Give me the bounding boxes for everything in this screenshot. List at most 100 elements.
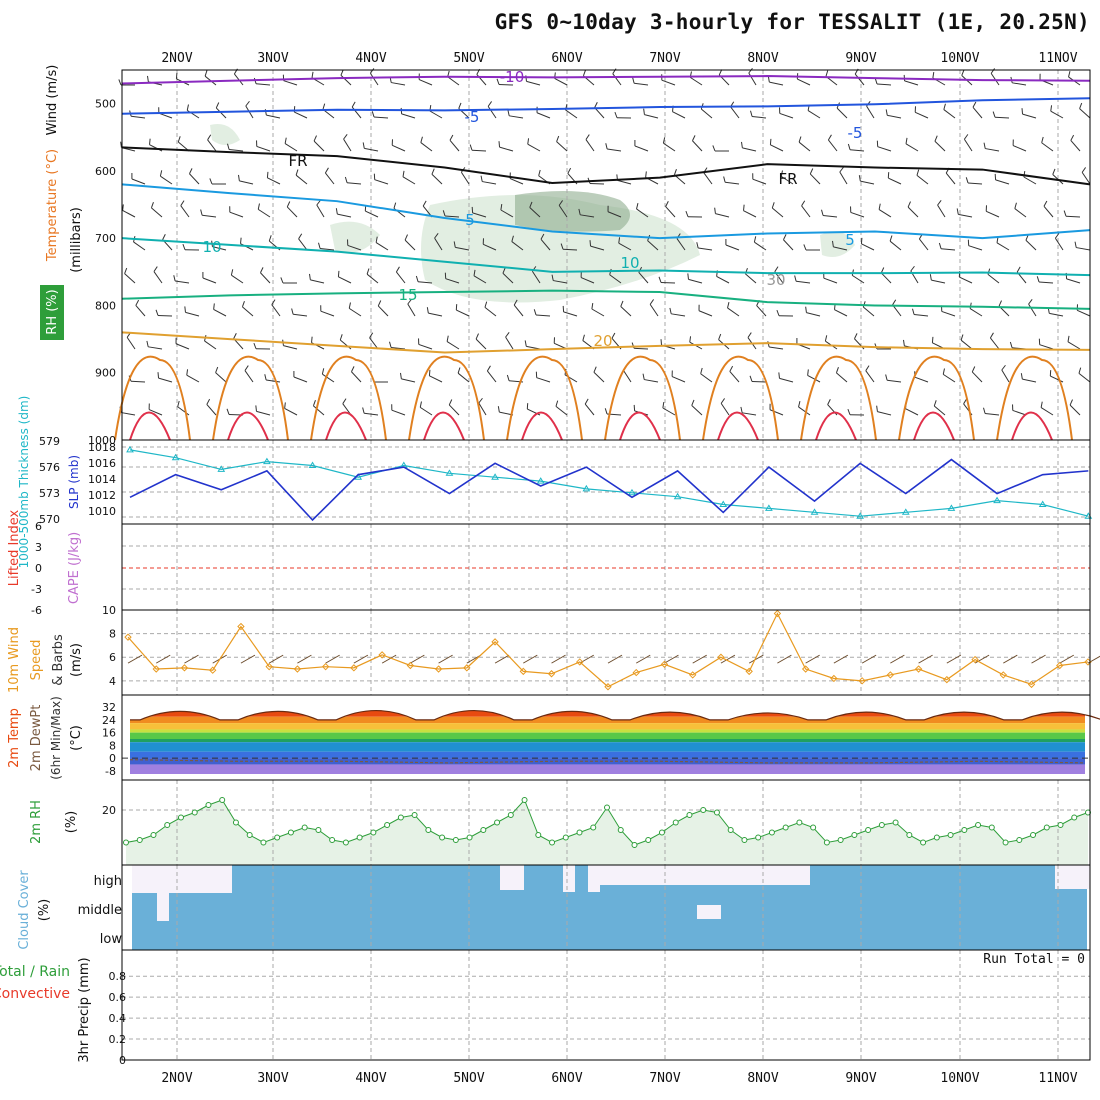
rh-marker [837,837,844,843]
wind-barb-flag [207,134,212,141]
wind10-tick-label: 10 [102,604,116,617]
wind-barb-flag [469,144,473,151]
temp-band [130,723,1085,730]
isotherm-label: FR [288,152,307,170]
wind-barb [242,306,254,317]
wind-barb-flag [611,332,616,339]
wind10-marker [943,675,951,684]
wind-barb [404,239,416,251]
wind-barb-flag [377,300,382,307]
wind-barb [231,274,244,284]
date-label-bottom: 4NOV [355,1071,386,1086]
pressure-tick-label: 1000 [88,434,116,447]
wind10-barb [635,654,651,664]
rh-shading [820,231,855,258]
isotherm-label: 5 [845,231,855,249]
wind-barb [340,74,352,86]
wind-barb [700,373,713,383]
wind-barb-flag [371,111,375,118]
rh-marker [878,822,885,828]
wind-barb [347,182,362,185]
wind-barb-flag [847,408,851,415]
temp-band [130,742,1085,752]
wind10-marker [999,671,1007,679]
wind-barb [1076,247,1091,251]
wind-barb [445,278,460,284]
wind-barb [369,72,379,86]
rh-marker [232,819,239,826]
top-date-labels: 2NOV 3NOV 4NOV 5NOV 6NOV 7NOV 8NOV 9NOV 10NOV 11N… [161,51,1077,66]
wind10-marker [745,667,753,676]
cloud-tick-label: middle [78,903,122,918]
wind-barb-flag [375,236,378,243]
wind10-barb [381,654,397,664]
rh-marker [439,834,446,841]
wind-barb [661,79,676,86]
wind-barb [283,80,298,86]
rh-marker [768,829,775,836]
wind-barb [130,380,146,383]
date-label-top: 2NOV [161,51,192,66]
wind-barb [202,277,217,284]
wind-barb-flag [807,369,809,376]
wind-barb [730,106,740,119]
wind-barb [779,377,794,383]
isotherm-25 [604,355,681,441]
rh-marker [301,824,308,831]
wind-barb-flag [457,367,461,374]
wind-barb [418,281,433,284]
wind-barb [1040,407,1054,416]
wind-barb-flag [322,103,326,110]
wind10-tick-label: 4 [109,675,116,688]
isotherm-30 [325,411,367,441]
wind-barb-flag [582,334,585,341]
wind-barb-flag [339,334,343,341]
wind-barb [322,373,335,383]
wind-barb [905,143,919,152]
wind-barb [862,306,875,317]
wind-barb [1079,108,1091,119]
ylabel-cloud-unit: (%) [37,899,52,922]
isotherm-label: 5 [465,211,475,229]
wind-barb [942,373,956,383]
wind-barb-flag [556,135,560,142]
wind-barb [634,145,649,152]
wind10-barb [1059,654,1075,664]
wind-barb [771,207,784,218]
wind-barb [836,107,848,119]
wind-barb-flag [500,203,503,211]
wind-barb [215,372,227,383]
wind-barb-flag [284,137,287,144]
cloud-gap [563,865,575,892]
wind-barb [535,314,551,317]
wind-barb [861,243,875,251]
temp-tick-label: 32 [102,701,116,714]
thickness-line [129,449,1089,517]
wind-barb-flag [589,240,592,247]
wind-barb-flag [560,243,564,250]
wind-barb [429,375,443,383]
wind-barb [1025,239,1037,251]
wind-barb-flag [200,209,203,216]
wind-barb-flag [255,405,257,412]
wind10-marker [604,683,612,691]
wind-barb [420,142,433,152]
wind-barb [391,82,406,86]
wind-barb-flag [505,332,510,338]
wind10-tick-label: 6 [109,651,116,664]
wind-barb-flag [1063,210,1067,217]
wind-barb [526,345,541,350]
wind-barb-flag [878,203,881,210]
wind-barb [446,341,460,350]
wind-barb [122,209,136,218]
wind-barb [638,272,649,284]
wind-barb [486,370,497,383]
wind-barb-flag [618,237,621,244]
wind10-barb [353,654,369,664]
temp-tick-label: 16 [102,727,116,740]
rh-marker [686,812,693,818]
date-label-bottom: 6NOV [551,1071,582,1086]
pressure-tick-label: 600 [95,165,116,178]
wind-barb-flag [420,136,423,143]
rh-legend-swatch [40,285,64,340]
